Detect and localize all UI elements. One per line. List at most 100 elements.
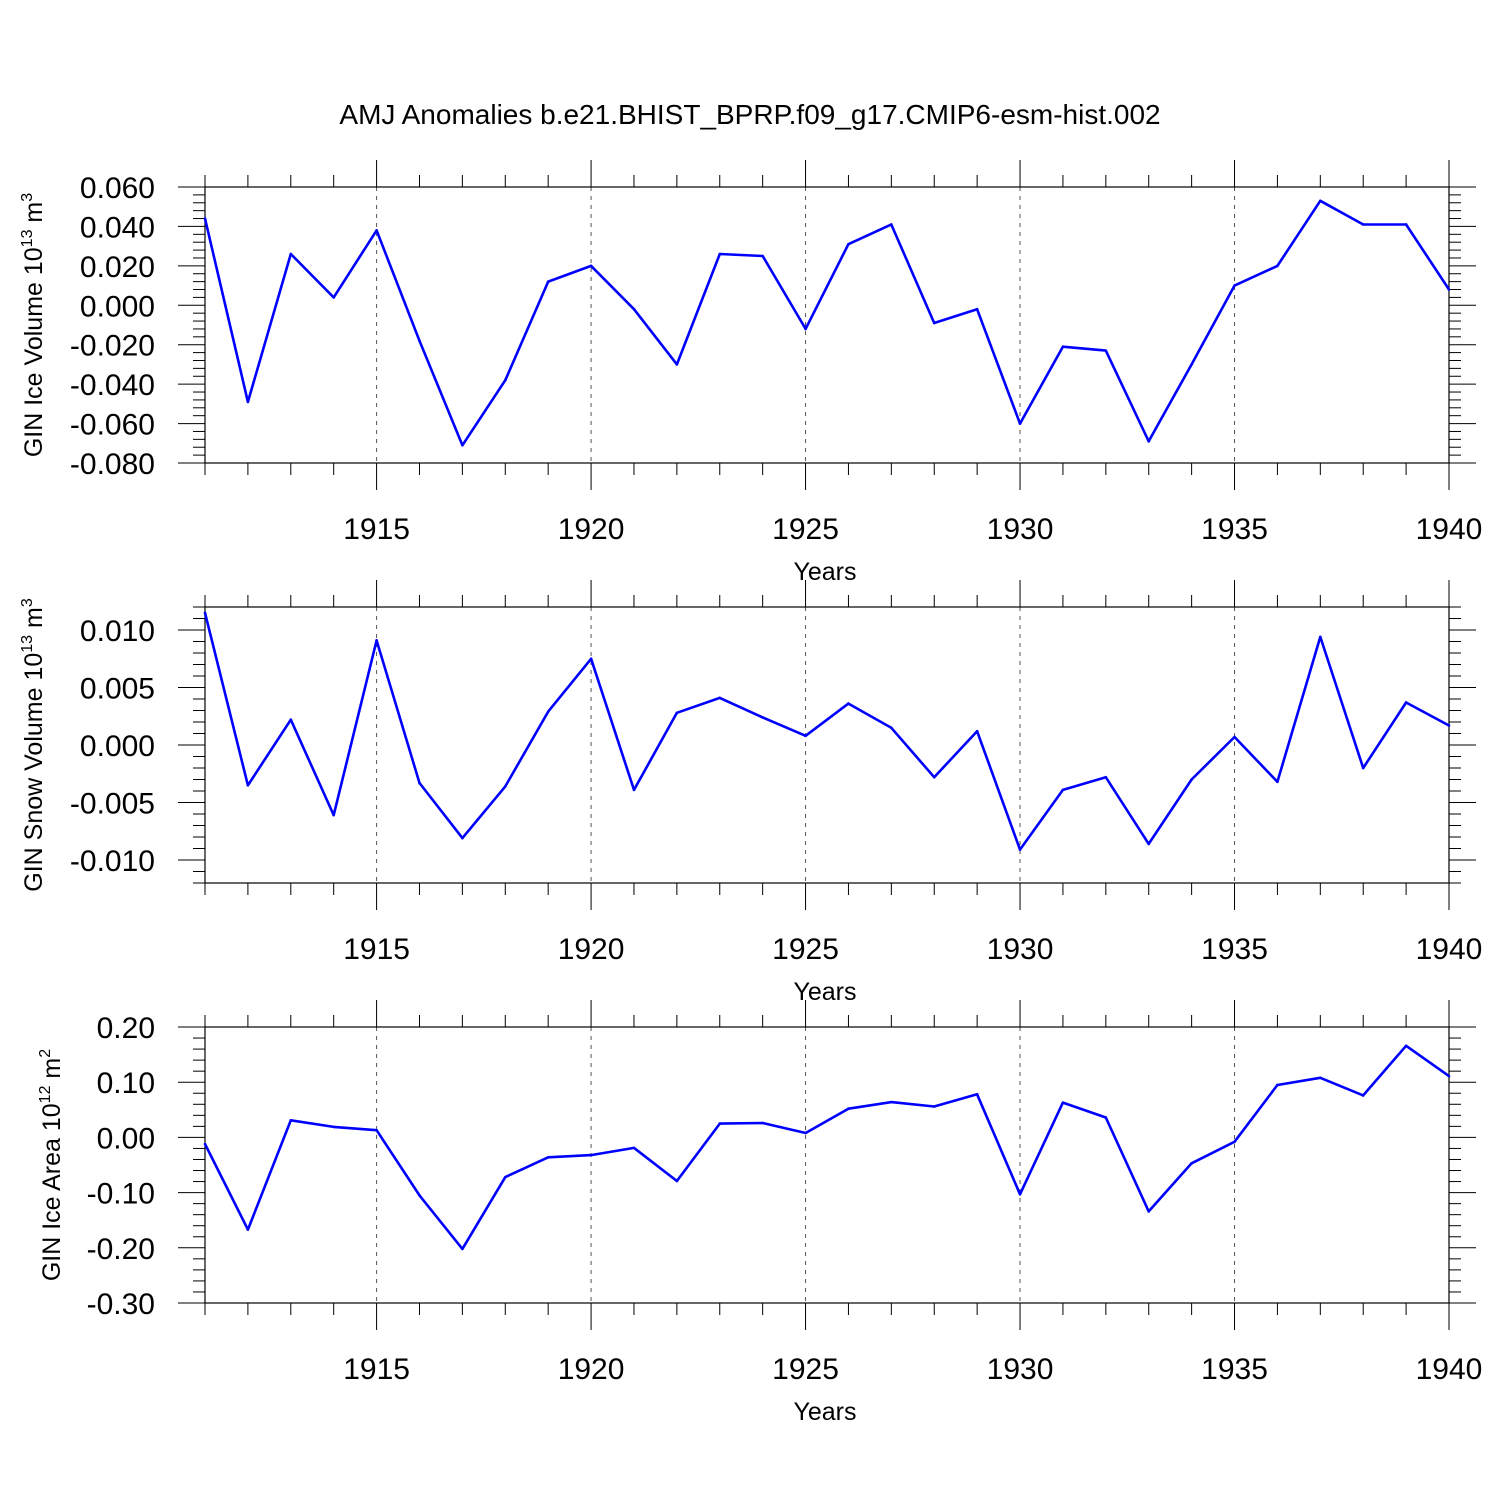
data-point xyxy=(632,1146,636,1150)
data-point xyxy=(589,1153,593,1157)
y-tick-label: 0.010 xyxy=(80,615,155,648)
plot-frame xyxy=(204,606,1450,884)
y-axis-label: GIN Snow Volume 1013 m3 xyxy=(19,598,48,892)
data-point xyxy=(418,339,421,343)
data-point xyxy=(1190,363,1193,366)
y-tick-label: -0.060 xyxy=(70,409,155,442)
x-axis-label: Years xyxy=(793,1398,856,1426)
y-tick-label: 0.005 xyxy=(80,673,155,706)
data-point xyxy=(289,718,293,721)
data-point xyxy=(975,307,979,311)
data-point xyxy=(975,729,979,733)
y-tick-label: 0.040 xyxy=(80,211,155,244)
data-point xyxy=(761,254,764,258)
data-point xyxy=(1447,1074,1451,1078)
x-axis-label: Years xyxy=(793,558,856,586)
x-tick-label: 1935 xyxy=(1201,513,1268,546)
data-point xyxy=(632,788,636,792)
data-point xyxy=(1361,1094,1365,1097)
chart-title: AMJ Anomalies b.e21.BHIST_BPRP.f09_g17.C… xyxy=(339,99,1160,130)
y-tick-label: -0.020 xyxy=(70,330,155,363)
x-tick-label: 1925 xyxy=(772,933,839,966)
series-line xyxy=(203,612,1450,851)
data-point xyxy=(1404,701,1408,704)
data-point xyxy=(203,217,207,220)
data-point xyxy=(246,783,250,787)
data-point xyxy=(804,327,807,331)
data-point xyxy=(332,296,335,299)
y-tick-label: -0.005 xyxy=(70,788,155,821)
x-tick-label: 1930 xyxy=(987,933,1054,966)
y-axis-label-part: m xyxy=(20,607,48,635)
y-axis-label-superscript: 12 xyxy=(37,1085,54,1103)
y-axis-label-superscript: 13 xyxy=(19,635,36,653)
data-point xyxy=(804,1131,807,1135)
data-point xyxy=(932,1105,936,1108)
y-axis-label-superscript: 3 xyxy=(19,598,36,607)
data-point xyxy=(632,307,636,311)
x-tick-label: 1930 xyxy=(987,1353,1054,1386)
data-point xyxy=(589,657,593,661)
data-point xyxy=(847,242,850,246)
y-axis-label: GIN Ice Volume 1013 m3 xyxy=(19,193,48,457)
data-point xyxy=(1061,345,1065,348)
plot-frame xyxy=(204,1026,1450,1304)
y-axis-label-superscript: 2 xyxy=(37,1049,54,1058)
data-point xyxy=(1061,788,1065,792)
y-tick-label: 0.020 xyxy=(80,251,155,284)
data-point xyxy=(1233,735,1236,739)
y-axis-label-part: m xyxy=(38,1058,66,1086)
y-tick-label: 0.10 xyxy=(97,1067,155,1100)
data-point xyxy=(932,775,936,779)
data-point xyxy=(1361,766,1365,770)
x-tick-label: 1920 xyxy=(558,933,625,966)
data-point xyxy=(375,1128,378,1132)
series-line xyxy=(203,199,1451,447)
data-point xyxy=(461,836,464,840)
y-tick-label: -0.040 xyxy=(70,369,155,402)
data-point xyxy=(718,1122,722,1125)
x-tick-label: 1935 xyxy=(1201,1353,1268,1386)
data-point xyxy=(503,785,507,788)
y-tick-label: -0.10 xyxy=(87,1178,155,1211)
y-axis-label-superscript: 13 xyxy=(19,229,36,247)
x-tick-label: 1930 xyxy=(987,513,1054,546)
y-axis-label-part: GIN Ice Area 10 xyxy=(38,1103,66,1281)
x-tick-label: 1915 xyxy=(343,513,410,546)
data-point xyxy=(246,1228,250,1231)
data-point xyxy=(503,1175,507,1179)
data-point xyxy=(718,696,722,700)
x-tick-label: 1935 xyxy=(1201,933,1268,966)
data-point xyxy=(675,711,679,715)
x-axis-label: Years xyxy=(793,978,856,1006)
data-point xyxy=(1018,848,1022,851)
data-point xyxy=(1319,635,1322,639)
panels: -0.080 -0.060 -0.040 -0.020 0.000 0.020 0.040 0… xyxy=(19,160,1482,1426)
x-tick-label: 1920 xyxy=(558,1353,625,1386)
x-tick-label: 1925 xyxy=(772,513,839,546)
data-point xyxy=(589,264,593,268)
y-tick-label: 0.060 xyxy=(80,172,155,205)
data-point xyxy=(761,1121,764,1125)
x-tick-label: 1925 xyxy=(772,1353,839,1386)
data-point xyxy=(1319,1076,1322,1080)
y-tick-label: 0.000 xyxy=(80,730,155,763)
y-tick-label: -0.20 xyxy=(87,1233,155,1266)
plot-frame xyxy=(204,186,1450,464)
data-point xyxy=(203,611,207,615)
data-point xyxy=(546,710,550,713)
data-point xyxy=(1447,288,1451,291)
x-tick-label: 1940 xyxy=(1416,513,1483,546)
data-point xyxy=(1104,775,1108,779)
data-point xyxy=(375,229,378,232)
data-point xyxy=(289,1118,293,1122)
x-tick-label: 1915 xyxy=(343,933,410,966)
panel-1: -0.080 -0.060 -0.040 -0.020 0.000 0.020 0.040 0… xyxy=(19,160,1482,586)
data-point xyxy=(675,363,679,366)
data-point xyxy=(1447,724,1451,727)
data-point xyxy=(418,781,421,785)
data-point xyxy=(761,716,764,719)
data-point xyxy=(975,1093,979,1096)
x-tick-label: 1915 xyxy=(343,1353,410,1386)
